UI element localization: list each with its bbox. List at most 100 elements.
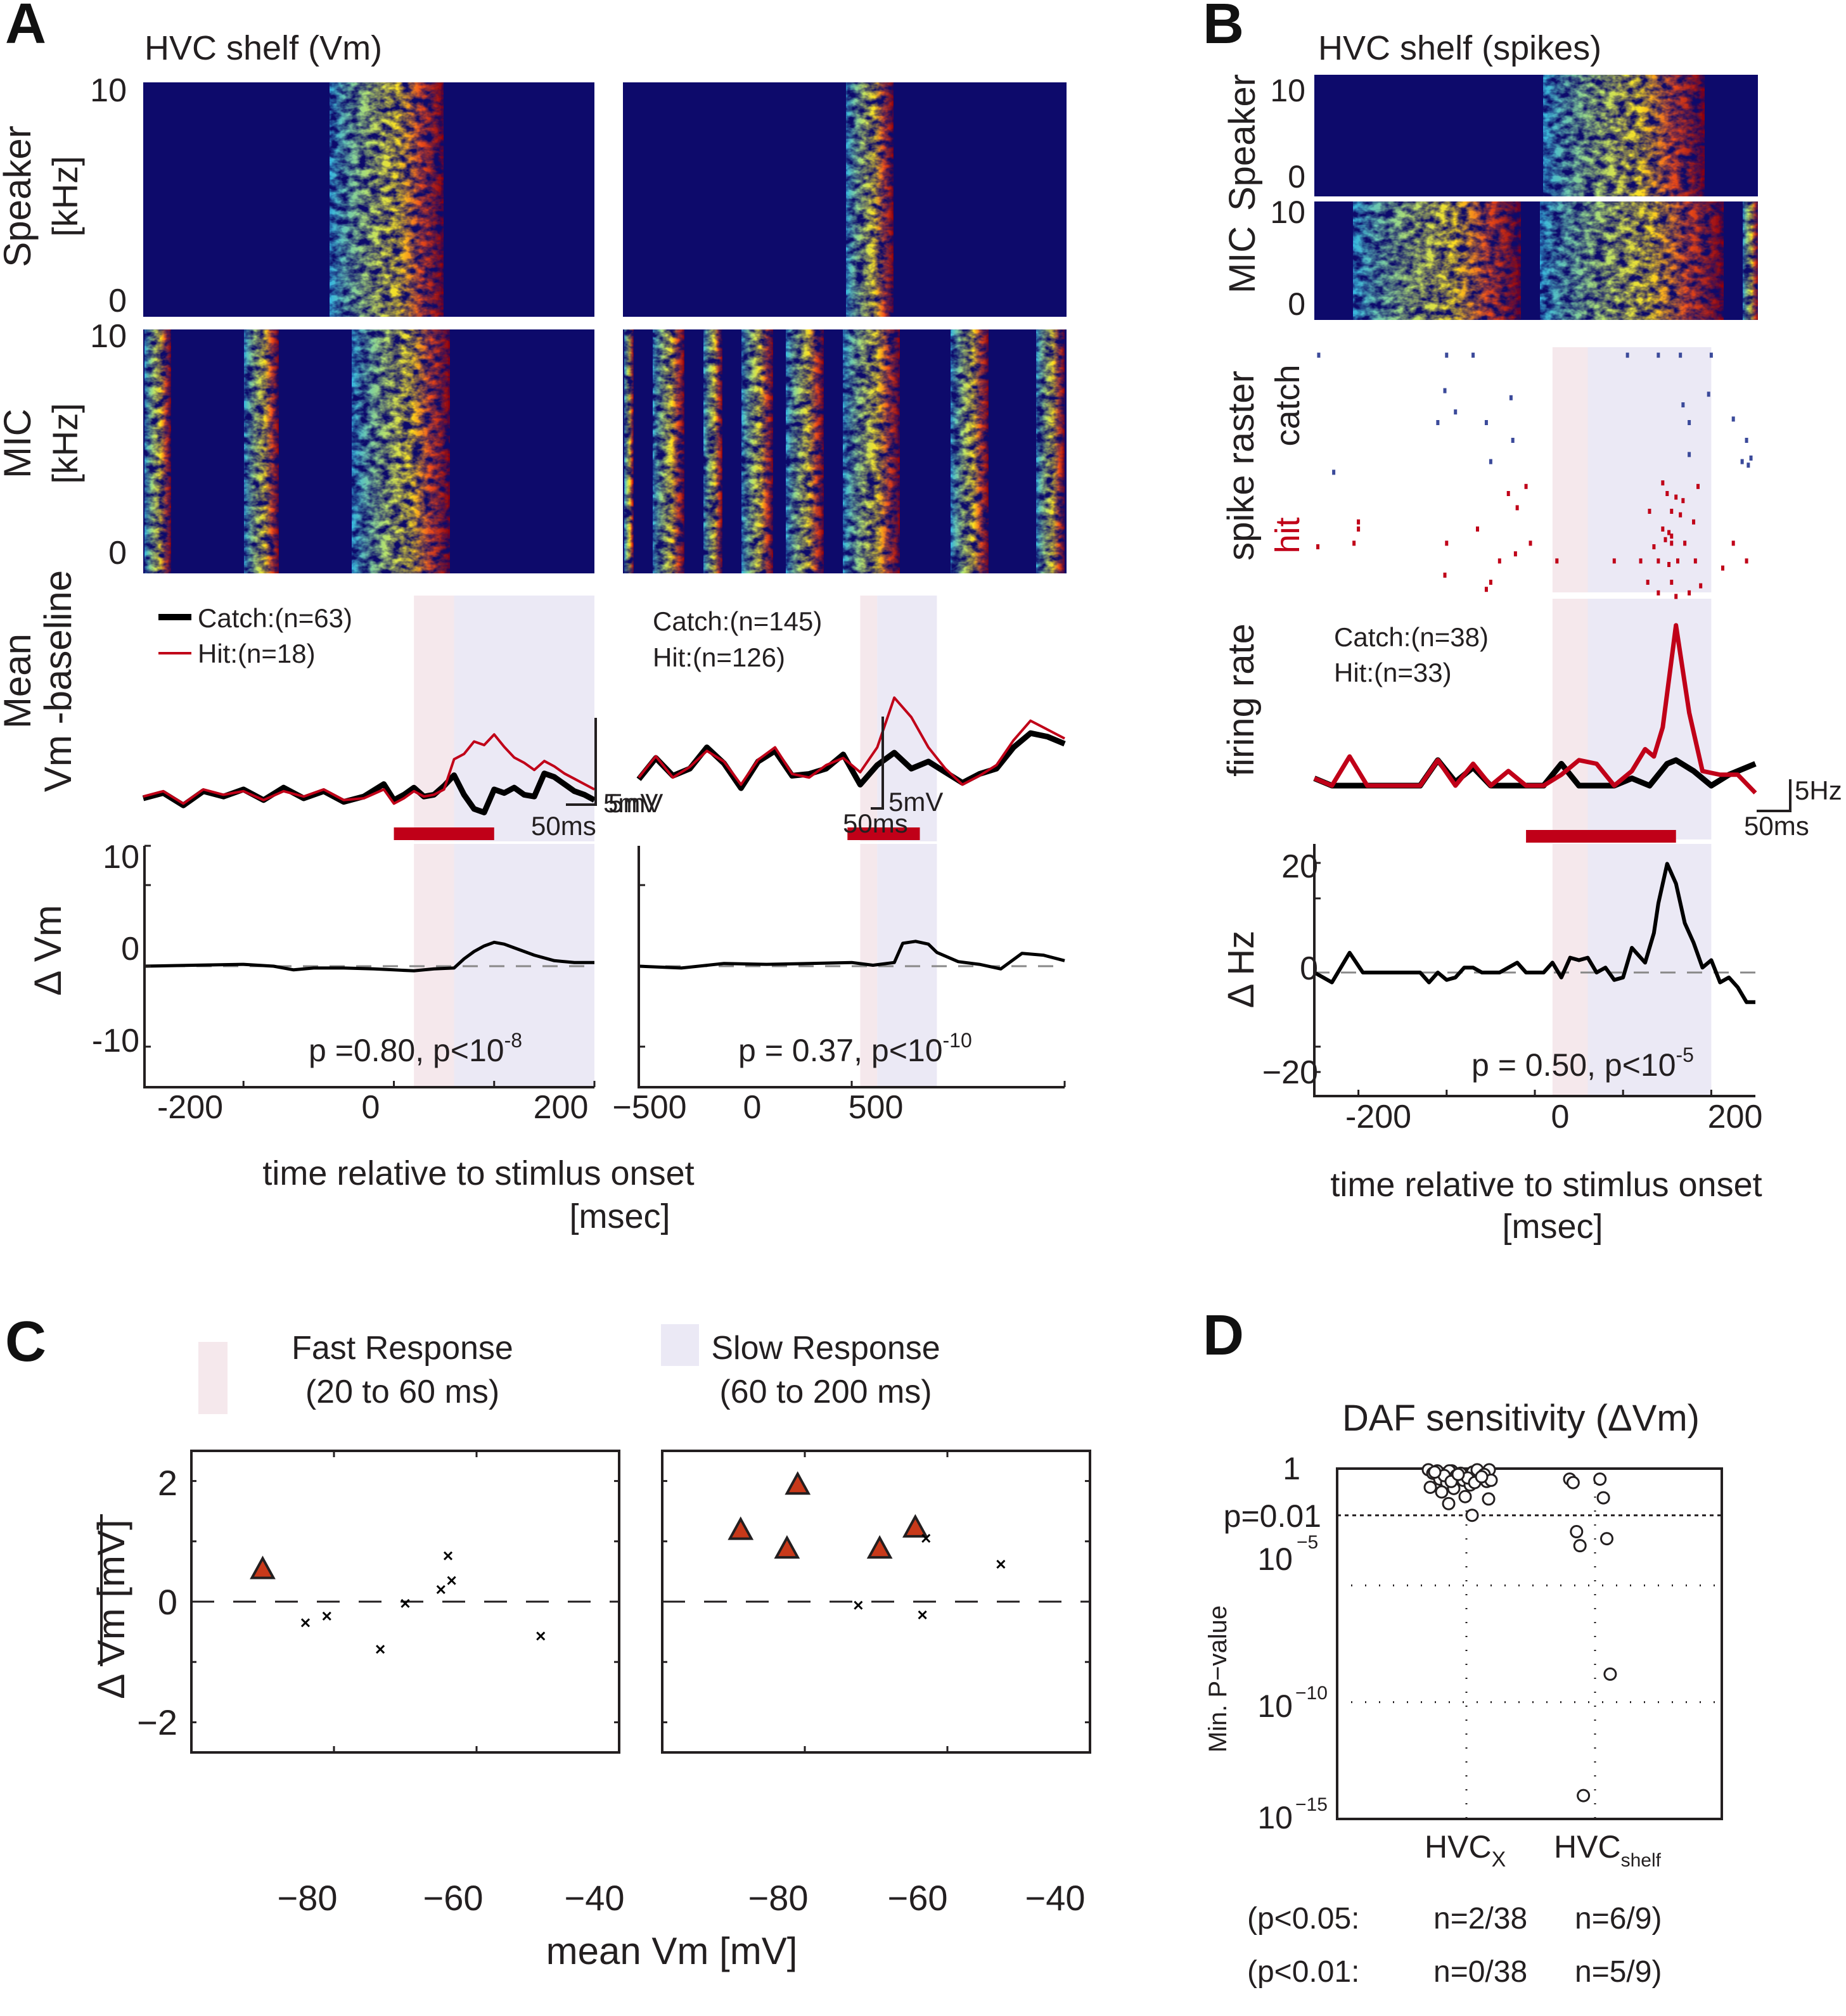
- panel-letter-b: B: [1203, 0, 1244, 56]
- b-raster-slow-window: [1587, 347, 1712, 592]
- raster-spike-hit: [1667, 562, 1671, 567]
- c-ytick-2: 2: [158, 1463, 177, 1503]
- raster-catch-label: catch: [1269, 364, 1307, 446]
- spectrogram-syllable: [653, 329, 684, 573]
- panel-letter-a: A: [5, 0, 46, 56]
- raster-spike-hit: [1555, 558, 1559, 564]
- spectrogram-syllable: [786, 329, 824, 573]
- raster-spike-catch: [1625, 352, 1629, 358]
- d-ytick-p01: p=0.01: [1224, 1498, 1321, 1534]
- raster-spike-catch: [1489, 459, 1492, 464]
- c-ylabel: Δ Vm [mV]: [90, 1519, 132, 1699]
- spectrogram-syllable: [846, 82, 894, 317]
- raster-spike-hit: [1657, 590, 1660, 596]
- raster-spike-catch: [1740, 459, 1744, 464]
- scale-r-b: 5Hz: [1795, 775, 1842, 805]
- panel-b-title: HVC shelf (spikes): [1318, 29, 1601, 67]
- spectrogram-a-right-mic: [623, 329, 1067, 573]
- legend-hit-a-right: Hit:(n=126): [653, 642, 785, 672]
- raster-spike-hit: [1646, 580, 1650, 585]
- c-fast-x-point: [376, 1645, 385, 1654]
- scale-v-a-right: 5mV: [888, 787, 943, 817]
- raster-spike-hit: [1696, 483, 1700, 489]
- raster-spike-hit: [1652, 544, 1656, 549]
- raster-spike-catch: [1317, 352, 1321, 358]
- raster-spike-hit: [1357, 519, 1361, 525]
- a-left-delta-axis: [143, 846, 594, 1088]
- khz-label-speaker: [kHz]: [45, 156, 85, 237]
- c-ytick-0: 0: [158, 1582, 177, 1622]
- spectrogram-syllable: [951, 329, 989, 573]
- spike-raster: [1316, 352, 1753, 599]
- raster-spike-hit: [1657, 558, 1660, 564]
- c-ytick-neg2: −2: [137, 1702, 177, 1742]
- raster-spike-catch: [1731, 416, 1735, 422]
- scale-t-a-left: 50ms: [531, 811, 596, 841]
- trace-a-left-delta-vm: [143, 940, 594, 973]
- raster-spike-hit: [1529, 540, 1532, 546]
- panel-letter-c: C: [5, 1310, 46, 1374]
- scale-t-b: 50ms: [1744, 811, 1809, 841]
- b-ytick-0: 0: [1300, 950, 1318, 987]
- a-right-mean-fast-window: [860, 596, 878, 841]
- b-speaker-tick-10: 10: [1270, 73, 1305, 108]
- spectrogram-syllable: [624, 329, 634, 573]
- b-speaker-tick-0: 0: [1288, 159, 1305, 195]
- d-ytick-1e-15: 10: [1257, 1800, 1293, 1835]
- raster-spike-catch: [1332, 469, 1336, 475]
- delta-axes: [143, 844, 1755, 1097]
- b-speaker-label: Speaker: [1222, 74, 1263, 211]
- b-ytick-neg20: −20: [1262, 1054, 1318, 1091]
- d-summary-crit-2: (p<0.01:: [1247, 1955, 1359, 1989]
- a-speaker-tick-0: 0: [108, 283, 127, 319]
- spectrogram-energy: [1353, 201, 1758, 320]
- d-point-hvc-shelf: [1600, 1532, 1613, 1546]
- spectrogram-energy: [624, 329, 1065, 573]
- d-point-hvc-shelf: [1603, 1667, 1617, 1681]
- a-left-pvalue: p =0.80, p<10-8: [309, 1029, 522, 1068]
- scatter-c: [190, 1450, 1091, 1754]
- b-xtick-0: 0: [1551, 1099, 1570, 1135]
- raster-spike-catch: [1681, 402, 1685, 407]
- c-slow-triangle-point: [728, 1516, 754, 1540]
- spectrogram-syllable: [1543, 75, 1705, 196]
- spectrogram-energy: [846, 82, 894, 317]
- raster-spike-hit: [1676, 558, 1680, 564]
- legend-hit-b: Hit:(n=33): [1334, 658, 1452, 687]
- b-mic-tick-0: 0: [1288, 286, 1305, 322]
- raster-spike-hit: [1484, 587, 1488, 592]
- raster-spike-catch: [1443, 388, 1447, 393]
- a-speaker-tick-10: 10: [90, 72, 127, 109]
- raster-spike-catch: [1747, 463, 1750, 468]
- d-summary-shelf-2: n=5/9): [1575, 1955, 1662, 1989]
- c-xtick-left-40: −40: [565, 1878, 625, 1918]
- raster-spike-hit: [1639, 558, 1643, 564]
- raster-spike-hit: [1661, 526, 1665, 532]
- raster-spike-hit: [1731, 540, 1735, 546]
- a-left-xtick-neg200: -200: [157, 1089, 223, 1126]
- raster-spike-catch: [1707, 392, 1710, 397]
- raster-spike-hit: [1670, 580, 1674, 585]
- d-ytick-1e-15-exp: −15: [1295, 1794, 1328, 1815]
- d-point-hvc-x: [1475, 1470, 1489, 1484]
- scale-bar-b: [1757, 779, 1792, 812]
- significance-bar-a-left: [394, 827, 494, 840]
- d-ytick-1e-10: 10: [1257, 1688, 1293, 1724]
- b-xtick-200: 200: [1708, 1099, 1763, 1135]
- raster-spike-catch: [1679, 352, 1683, 358]
- c-fast-x-point: [322, 1611, 331, 1621]
- d-cat-hvcx: HVCX: [1425, 1829, 1506, 1872]
- raster-spike-hit: [1648, 509, 1651, 514]
- c-fast-x-point: [447, 1576, 456, 1585]
- c-slow-x-point: [918, 1610, 927, 1620]
- delta-hz-label: Δ Hz: [1221, 931, 1262, 1009]
- raster-spike-hit: [1688, 590, 1691, 596]
- d-point-hvc-shelf: [1573, 1539, 1587, 1553]
- b-ytick-20: 20: [1281, 848, 1318, 885]
- delta-vm-label: Δ Vm: [27, 905, 69, 995]
- a-xlabel-1: time relative to stimlus onset: [262, 1154, 694, 1192]
- raster-spike-hit: [1699, 583, 1703, 589]
- raster-spike-catch: [1688, 452, 1691, 457]
- d-point-hvc-x: [1482, 1492, 1496, 1506]
